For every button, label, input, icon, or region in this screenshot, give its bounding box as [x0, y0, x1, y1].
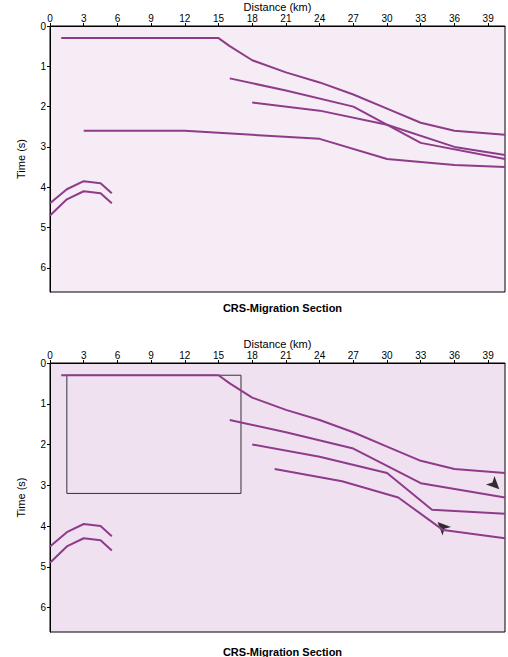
svg-text:33: 33 [415, 350, 427, 361]
svg-text:Time (s): Time (s) [15, 478, 27, 518]
svg-text:1: 1 [40, 398, 46, 409]
svg-text:5: 5 [40, 561, 46, 572]
svg-text:36: 36 [449, 13, 461, 24]
svg-text:2: 2 [40, 439, 46, 450]
svg-text:18: 18 [247, 13, 259, 24]
svg-text:3: 3 [40, 480, 46, 491]
svg-text:24: 24 [314, 350, 326, 361]
svg-text:18: 18 [247, 350, 259, 361]
svg-text:3: 3 [81, 13, 87, 24]
svg-text:33: 33 [415, 13, 427, 24]
svg-text:27: 27 [348, 350, 360, 361]
svg-text:Time (s): Time (s) [15, 139, 27, 179]
svg-text:30: 30 [381, 13, 393, 24]
svg-text:0: 0 [40, 21, 46, 32]
svg-text:Distance (km): Distance (km) [244, 1, 312, 13]
svg-text:15: 15 [213, 350, 225, 361]
svg-text:4: 4 [40, 521, 46, 532]
svg-text:12: 12 [179, 13, 191, 24]
svg-text:30: 30 [381, 350, 393, 361]
svg-text:39: 39 [483, 350, 495, 361]
svg-text:39: 39 [483, 13, 495, 24]
svg-text:36: 36 [449, 350, 461, 361]
svg-text:2: 2 [40, 101, 46, 112]
svg-text:1: 1 [40, 61, 46, 72]
svg-text:27: 27 [348, 13, 360, 24]
svg-text:3: 3 [81, 350, 87, 361]
svg-text:21: 21 [280, 13, 292, 24]
svg-text:3: 3 [40, 141, 46, 152]
svg-text:0: 0 [40, 358, 46, 369]
svg-text:CRS-Migration Section: CRS-Migration Section [223, 302, 342, 314]
svg-text:6: 6 [115, 350, 121, 361]
svg-text:6: 6 [115, 13, 121, 24]
svg-text:15: 15 [213, 13, 225, 24]
svg-text:Distance (km): Distance (km) [244, 338, 312, 350]
svg-text:9: 9 [148, 13, 154, 24]
svg-text:6: 6 [40, 262, 46, 273]
svg-text:5: 5 [40, 222, 46, 233]
svg-text:12: 12 [179, 350, 191, 361]
svg-text:4: 4 [40, 182, 46, 193]
svg-text:CRS-Migration Section: CRS-Migration Section [223, 646, 342, 657]
svg-text:0: 0 [47, 13, 53, 24]
svg-text:9: 9 [148, 350, 154, 361]
svg-text:24: 24 [314, 13, 326, 24]
svg-text:21: 21 [280, 350, 292, 361]
svg-text:0: 0 [47, 350, 53, 361]
svg-text:6: 6 [40, 602, 46, 613]
